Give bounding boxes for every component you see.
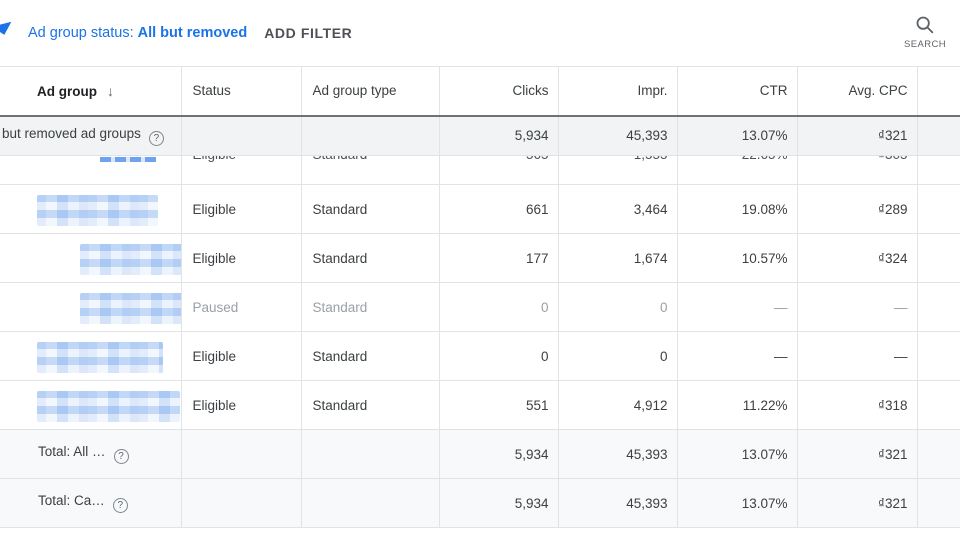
status-cell: Eligible (181, 233, 302, 283)
total-row-label: Total: Ca… (38, 493, 105, 508)
table-row[interactable]: Eligible Standard 177 1,674 10.57% ₫324 (0, 233, 960, 283)
column-header-clicks[interactable]: Clicks (439, 66, 559, 116)
help-icon[interactable]: ? (112, 498, 128, 513)
column-header-extra (917, 67, 960, 116)
total-clicks: 5,934 (439, 478, 559, 528)
summary-clicks: 5,934 (439, 115, 559, 156)
status-cell: Eligible (181, 331, 302, 381)
status-cell: Paused (181, 282, 302, 332)
clicks-cell: 661 (439, 184, 559, 234)
ad-group-link-redacted[interactable] (100, 157, 156, 162)
avg-cpc-cell: ₫318 (797, 380, 918, 430)
type-cell: Standard (301, 184, 440, 234)
total-impr: 45,393 (558, 429, 678, 479)
total-row-label: Total: All … (38, 444, 106, 459)
impr-cell: 4,912 (558, 380, 678, 430)
type-cell: Standard (302, 156, 439, 165)
search-button[interactable]: SEARCH (902, 14, 948, 50)
column-header-impr[interactable]: Impr. (558, 66, 678, 116)
filter-funnel-icon (0, 21, 15, 38)
column-header-ad-group-type[interactable]: Ad group type (301, 66, 440, 116)
add-filter-button[interactable]: ADD FILTER (264, 25, 353, 41)
impr-cell: 1,674 (558, 233, 678, 283)
impr-cell: 0 (558, 331, 678, 381)
ad-group-name-redacted[interactable] (37, 391, 180, 422)
avg-cpc-cell: ₫305 (798, 156, 917, 165)
table-row[interactable]: Eligible Standard 661 3,464 19.08% ₫289 (0, 184, 960, 234)
ctr-cell: 19.08% (677, 184, 798, 234)
ctr-cell: 10.57% (677, 233, 798, 283)
column-header-ctr[interactable]: CTR (677, 66, 798, 116)
ad-group-name-redacted[interactable] (37, 195, 158, 226)
clicks-cell: 551 (439, 380, 559, 430)
filter-toolbar: Ad group status: All but removed ADD FIL… (0, 0, 960, 66)
summary-avg-cpc: ₫321 (797, 115, 918, 156)
summary-ctr: 13.07% (677, 115, 798, 156)
total-ctr: 13.07% (677, 429, 798, 479)
type-cell: Standard (301, 331, 440, 381)
search-button-label: SEARCH (904, 39, 946, 50)
ad-groups-table: Ad group ↓ Status Ad group type Clicks Im… (0, 66, 960, 528)
total-row-all: Total: All …? 5,934 45,393 13.07% ₫321 (0, 429, 960, 479)
table-row-paused[interactable]: Paused Standard 0 0 — — (0, 282, 960, 332)
total-avg-cpc: ₫321 (797, 478, 918, 528)
ctr-cell: 11.22% (677, 380, 798, 430)
type-cell: Standard (301, 380, 440, 430)
total-row-campaign: Total: Ca…? 5,934 45,393 13.07% ₫321 (0, 478, 960, 528)
help-icon[interactable]: ? (113, 449, 129, 464)
avg-cpc-cell: ₫289 (797, 184, 918, 234)
table-row[interactable]: Eligible Standard 0 0 — — (0, 331, 960, 381)
search-icon (914, 14, 936, 36)
clicks-cell: 565 (440, 156, 558, 165)
status-cell: Eligible (182, 156, 301, 165)
filter-label: Ad group status: (28, 25, 134, 41)
table-header-row: Ad group ↓ Status Ad group type Clicks Im… (0, 66, 960, 116)
filter-value: All but removed (137, 25, 248, 41)
ad-group-status-filter-chip[interactable]: Ad group status: All but removed (28, 25, 247, 41)
ctr-cell: — (677, 331, 798, 381)
total-ctr: 13.07% (677, 478, 798, 528)
clicks-cell: 0 (439, 282, 559, 332)
type-cell: Standard (301, 233, 440, 283)
clicks-cell: 177 (439, 233, 559, 283)
summary-row-all-but-removed: but removed ad groups? 5,934 45,393 13.0… (0, 115, 960, 156)
sort-descending-icon: ↓ (107, 82, 114, 99)
avg-cpc-cell: — (797, 282, 918, 332)
table-row[interactable]: Eligible Standard 551 4,912 11.22% ₫318 (0, 380, 960, 430)
table-row-clipped[interactable]: Eligible Standard 565 1,555 22.65% ₫305 (0, 155, 960, 185)
ad-group-name-redacted[interactable] (37, 342, 163, 373)
impr-cell: 1,555 (559, 156, 677, 165)
column-header-avg-cpc[interactable]: Avg. CPC (797, 66, 918, 116)
ctr-cell: — (677, 282, 798, 332)
avg-cpc-cell: ₫324 (797, 233, 918, 283)
clicks-cell: 0 (439, 331, 559, 381)
avg-cpc-cell: — (797, 331, 918, 381)
total-impr: 45,393 (558, 478, 678, 528)
help-icon[interactable]: ? (148, 130, 164, 146)
column-header-status[interactable]: Status (181, 66, 302, 116)
ad-group-name-redacted[interactable] (80, 244, 180, 275)
ctr-cell: 22.65% (678, 156, 797, 165)
column-header-ad-group[interactable]: Ad group ↓ (0, 66, 182, 116)
summary-impr: 45,393 (558, 115, 678, 156)
total-clicks: 5,934 (439, 429, 559, 479)
status-cell: Eligible (181, 380, 302, 430)
status-cell: Eligible (181, 184, 302, 234)
type-cell: Standard (301, 282, 440, 332)
summary-row-label: but removed ad groups (2, 125, 141, 141)
ad-group-name-redacted[interactable] (80, 293, 180, 324)
impr-cell: 0 (558, 282, 678, 332)
impr-cell: 3,464 (558, 184, 678, 234)
total-avg-cpc: ₫321 (797, 429, 918, 479)
